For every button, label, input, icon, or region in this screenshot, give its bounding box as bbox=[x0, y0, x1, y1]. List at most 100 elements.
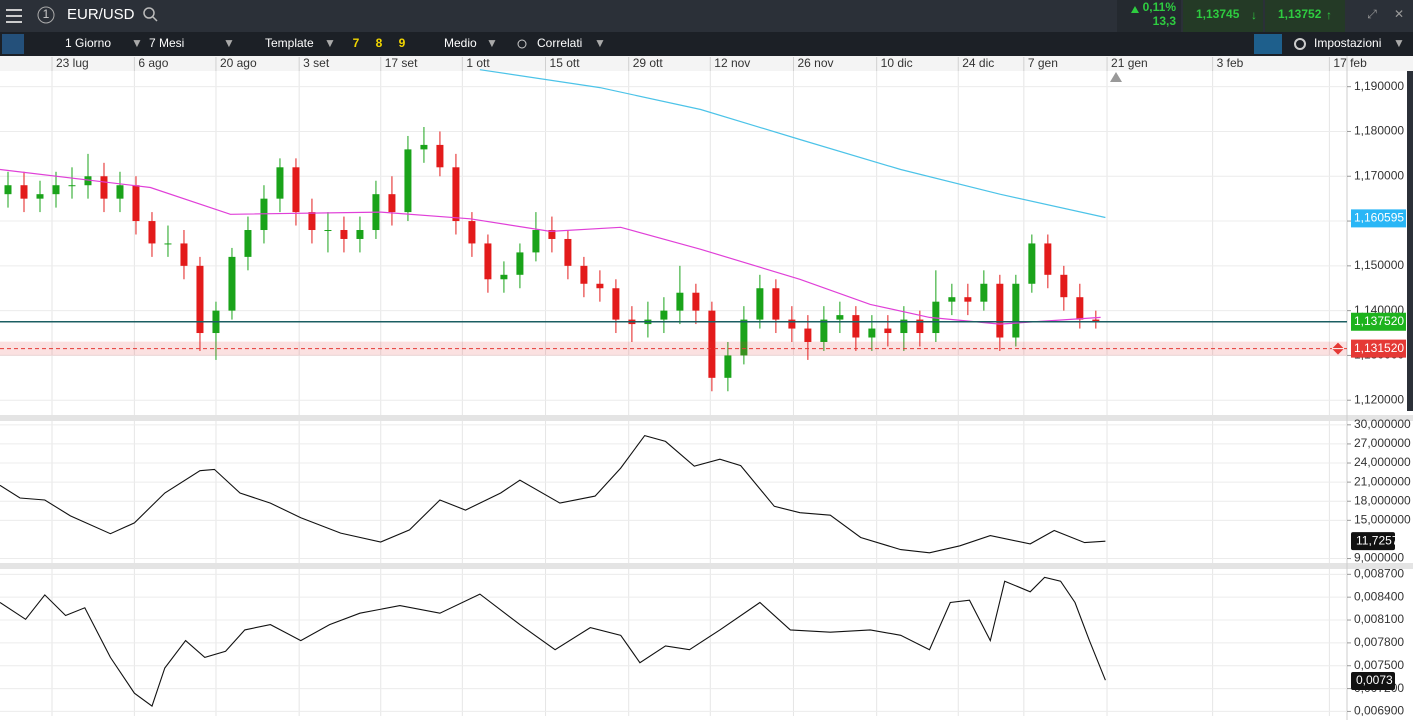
x-tick-label: 29 ott bbox=[633, 56, 664, 70]
symbol[interactable]: EUR/USD bbox=[67, 6, 135, 23]
candle-body bbox=[724, 355, 732, 378]
candle-body bbox=[484, 243, 492, 280]
candle-body bbox=[868, 328, 876, 338]
candle-body bbox=[84, 176, 92, 186]
candle-body bbox=[884, 328, 892, 334]
average[interactable]: Medio bbox=[444, 36, 477, 50]
bid: 1,13745 bbox=[1196, 7, 1240, 21]
candle-body bbox=[4, 185, 12, 195]
template[interactable]: Template bbox=[265, 36, 314, 50]
dropdown: ▼ bbox=[1393, 36, 1405, 50]
x-tick-label: 20 ago bbox=[220, 56, 257, 70]
interval[interactable]: 1 Giorno bbox=[65, 36, 111, 50]
candle-body bbox=[340, 230, 348, 239]
list-button[interactable] bbox=[2, 34, 24, 54]
x-tick-label: 21 gen bbox=[1111, 56, 1148, 70]
search-icon[interactable] bbox=[143, 7, 158, 22]
bid-box[interactable] bbox=[1183, 0, 1263, 32]
candle-body bbox=[660, 310, 668, 320]
candle-body bbox=[1092, 319, 1100, 322]
candle-body bbox=[164, 243, 172, 245]
y-tick-label: 0,008700 bbox=[1354, 567, 1404, 581]
y-tick-label: 0,007800 bbox=[1354, 635, 1404, 649]
candle-body bbox=[948, 297, 956, 302]
candle-body bbox=[420, 144, 428, 150]
y-tick-label: 27,000000 bbox=[1354, 436, 1411, 450]
preset[interactable]: 7 bbox=[353, 36, 360, 50]
candle-body bbox=[100, 176, 108, 199]
y-tick-label: 9,000000 bbox=[1354, 551, 1404, 565]
level-label: 1,137520 bbox=[1354, 314, 1404, 328]
close-icon[interactable]: ✕ bbox=[1394, 7, 1404, 21]
up-arrow bbox=[1131, 6, 1139, 13]
menu-button[interactable] bbox=[6, 9, 22, 23]
y-tick-label: 0,007500 bbox=[1354, 658, 1404, 672]
badge-circle[interactable] bbox=[37, 6, 55, 24]
correlated[interactable]: Correlati bbox=[537, 36, 582, 50]
moving-average bbox=[0, 168, 1101, 325]
candle-body bbox=[516, 252, 524, 275]
y-tick-label: 15,000000 bbox=[1354, 513, 1411, 527]
ask: 1,13752 bbox=[1278, 7, 1322, 21]
level-tag bbox=[1351, 312, 1406, 331]
candle-body bbox=[980, 283, 988, 302]
indicator-line bbox=[0, 434, 1106, 554]
last-label: 11,7257 bbox=[1356, 533, 1399, 547]
last-label: 0,0073 bbox=[1356, 673, 1393, 687]
y-tick-label: 21,000000 bbox=[1354, 474, 1411, 488]
level-label: 1,160595 bbox=[1354, 211, 1404, 225]
candle-body bbox=[436, 144, 444, 168]
dropdown: ▼ bbox=[223, 36, 235, 50]
toolbar bbox=[0, 32, 1413, 56]
candle-body bbox=[708, 310, 716, 378]
level-tag bbox=[1351, 339, 1406, 358]
correlated-icon bbox=[517, 39, 527, 49]
ask-box[interactable] bbox=[1265, 0, 1345, 32]
y-tick-label: 1,120000 bbox=[1354, 392, 1404, 406]
candle-body bbox=[580, 265, 588, 284]
time-marker[interactable] bbox=[1110, 72, 1122, 82]
candle-body bbox=[148, 221, 156, 244]
candle-body bbox=[452, 167, 460, 222]
expand-icon[interactable]: ⤢ bbox=[1366, 7, 1377, 21]
y-tick-label: 0,008400 bbox=[1354, 589, 1404, 603]
y-tick-label: 18,000000 bbox=[1354, 493, 1411, 507]
moving-average bbox=[479, 69, 1106, 219]
candle-body bbox=[276, 167, 284, 199]
settings-icon bbox=[1294, 38, 1306, 50]
change-pts: 13,3 bbox=[1153, 14, 1177, 28]
candle-body bbox=[1076, 297, 1084, 320]
candle-body bbox=[804, 328, 812, 342]
candle-body bbox=[676, 292, 684, 311]
preset[interactable]: 8 bbox=[376, 36, 383, 50]
candle-body bbox=[500, 274, 508, 280]
candle-body bbox=[788, 319, 796, 329]
candle-body bbox=[964, 297, 972, 302]
candle-body bbox=[612, 288, 620, 320]
y-tick-label: 1,170000 bbox=[1354, 168, 1404, 182]
up-arrow-icon: ↑ bbox=[1326, 8, 1332, 22]
dropdown: ▼ bbox=[131, 36, 143, 50]
candle-body bbox=[740, 319, 748, 356]
dropdown: ▼ bbox=[324, 36, 336, 50]
scrollbar[interactable] bbox=[1407, 71, 1413, 411]
badge: 1 bbox=[43, 7, 50, 21]
candle-body bbox=[244, 230, 252, 257]
candle-body bbox=[324, 230, 332, 232]
preset[interactable]: 9 bbox=[399, 36, 406, 50]
change-pct: 0,11% bbox=[1143, 0, 1177, 14]
candle-body bbox=[996, 283, 1004, 338]
candle-body bbox=[772, 288, 780, 320]
y-tick-label: 0,006900 bbox=[1354, 704, 1404, 718]
range[interactable]: 7 Mesi bbox=[149, 36, 184, 50]
candle-body bbox=[916, 319, 924, 334]
tool-active[interactable] bbox=[1254, 34, 1282, 54]
settings[interactable]: Impostazioni bbox=[1314, 36, 1381, 50]
candle-body bbox=[836, 315, 844, 320]
x-tick-label: 17 set bbox=[385, 56, 418, 70]
dropdown: ▼ bbox=[486, 36, 498, 50]
x-tick-label: 3 feb bbox=[1217, 56, 1244, 70]
candle-body bbox=[388, 194, 396, 213]
x-tick-label: 6 ago bbox=[138, 56, 168, 70]
